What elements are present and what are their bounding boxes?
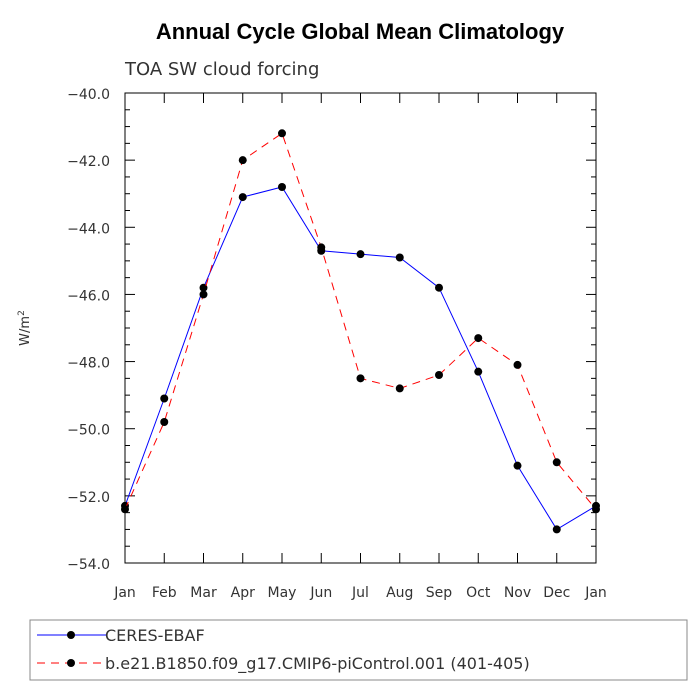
legend-box (29, 619, 688, 681)
x-tick-label: Feb (152, 585, 177, 601)
x-tick-label: Dec (543, 585, 570, 601)
series-point-ceres (513, 461, 522, 470)
axis-ticks: −40.0 −42.0 −44.0 −46.0 −48.0 −50.0 −52.0 −54.0… (67, 87, 607, 601)
series-point-model (199, 290, 208, 299)
series-point-ceres (238, 193, 247, 202)
series-point-model (513, 360, 522, 369)
chart-title: Annual Cycle Global Mean Climatology (156, 19, 565, 44)
x-tick-label: Apr (231, 585, 255, 601)
x-tick-label: Nov (504, 585, 531, 601)
y-tick-label: −42.0 (67, 154, 110, 170)
legend: CERES-EBAF b.e21.B1850.f09_g17.CMIP6-piC… (29, 619, 688, 681)
legend-marker-ceres (67, 631, 75, 639)
series-point-model (317, 243, 326, 252)
series-point-model (356, 374, 365, 383)
series-point-model (238, 156, 247, 165)
series-point-ceres (552, 525, 561, 534)
y-tick-label: −52.0 (67, 490, 110, 506)
y-tick-label: −54.0 (67, 557, 110, 573)
series-point-model (278, 129, 286, 138)
series-point-ceres (474, 367, 483, 376)
y-tick-label: −44.0 (67, 221, 110, 237)
series-point-model (121, 505, 129, 514)
x-tick-label: Jan (584, 585, 607, 601)
x-tick-label: Oct (466, 585, 491, 601)
series-point-ceres (199, 283, 208, 292)
x-tick-label: Jun (309, 585, 332, 601)
series-point-model (592, 505, 600, 514)
series-point-ceres (395, 253, 404, 262)
series-point-ceres (160, 394, 169, 403)
y-axis-label: W/m2 (17, 310, 33, 346)
series-point-model (160, 418, 169, 426)
x-tick-label: Jan (113, 585, 136, 601)
series-point-model (435, 371, 443, 379)
x-tick-label: Sep (426, 585, 453, 601)
series-line-model (124, 132, 597, 510)
y-tick-label: −48.0 (67, 356, 110, 372)
x-tick-label: May (268, 585, 297, 601)
series-group (121, 129, 600, 534)
x-tick-label: Jul (351, 585, 369, 601)
y-tick-label: −46.0 (67, 288, 110, 304)
series-point-model (395, 384, 404, 393)
series-point-model (552, 458, 561, 467)
legend-label-ceres: CERES-EBAF (105, 626, 205, 645)
y-tick-label: −40.0 (67, 87, 110, 103)
legend-marker-model (67, 659, 75, 667)
series-point-model (474, 334, 483, 343)
y-tick-label: −50.0 (67, 423, 110, 439)
series-point-ceres (356, 250, 365, 259)
chart-subtitle: TOA SW cloud forcing (124, 59, 319, 80)
x-tick-label: Aug (386, 585, 413, 601)
series-point-ceres (435, 283, 443, 292)
legend-label-model: b.e21.B1850.f09_g17.CMIP6-piControl.001 … (105, 654, 530, 674)
plot-frame (124, 92, 597, 564)
series-point-ceres (278, 183, 286, 191)
x-tick-label: Mar (190, 585, 217, 601)
series-line-ceres (124, 186, 597, 531)
